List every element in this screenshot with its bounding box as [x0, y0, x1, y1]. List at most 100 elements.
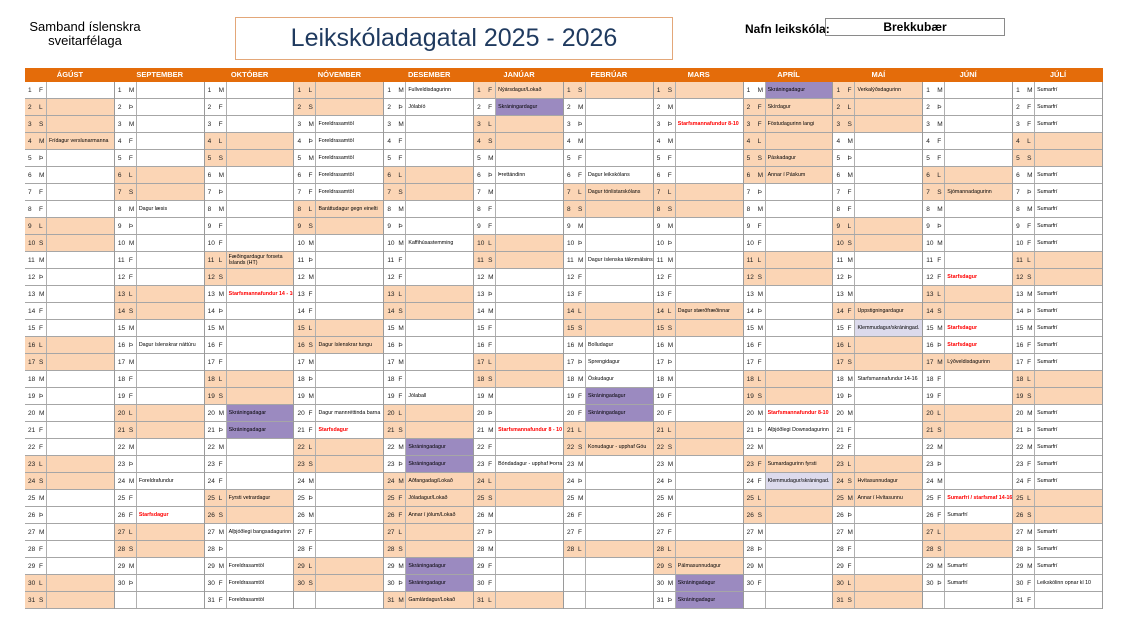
day-event-cell[interactable] [47, 388, 114, 404]
day-event-cell[interactable] [945, 388, 1012, 404]
day-event-cell[interactable] [945, 116, 1012, 132]
day-event-cell[interactable] [47, 201, 114, 217]
day-row[interactable]: 23 Þ [114, 456, 204, 473]
day-row[interactable]: 14 L Dagur stærðfræðinnar [653, 303, 743, 320]
day-event-cell[interactable]: Skírdagur [766, 99, 833, 115]
day-event-cell[interactable] [766, 286, 833, 302]
day-event-cell[interactable]: Starfsdagur [316, 422, 383, 438]
day-row[interactable]: 5 M Foreldrasamtöl [294, 150, 384, 167]
day-row[interactable]: 23 Þ [923, 456, 1013, 473]
day-row[interactable]: 3 Þ Starfsmannafundur 8-10 [653, 116, 743, 133]
day-row[interactable]: 4 M Frídagur verslunarmanna [25, 133, 114, 150]
day-event-cell[interactable]: Dagur íslenska táknmálsins [586, 252, 653, 268]
day-event-cell[interactable] [676, 439, 743, 455]
day-row[interactable]: 2 F Skráningardagur [474, 99, 563, 116]
day-event-cell[interactable] [137, 354, 204, 370]
day-row[interactable]: 1 F Nýársdagur/Lokað [474, 82, 563, 99]
day-event-cell[interactable] [47, 218, 114, 234]
day-event-cell[interactable] [855, 99, 922, 115]
day-row[interactable]: 30 Þ Sumarfrí [923, 575, 1013, 592]
day-row[interactable]: 21 S [114, 422, 204, 439]
day-row[interactable]: 25 M Annar í Hvítasunnu [833, 490, 923, 507]
day-row[interactable]: 25 L Fyrsti vetrardagur [204, 490, 294, 507]
day-event-cell[interactable] [227, 133, 294, 149]
day-event-cell[interactable] [676, 388, 743, 404]
day-event-cell[interactable] [676, 371, 743, 387]
day-row[interactable]: 25 M [25, 490, 114, 507]
day-event-cell[interactable] [586, 541, 653, 557]
day-event-cell[interactable] [406, 133, 473, 149]
day-event-cell[interactable] [945, 150, 1012, 166]
day-event-cell[interactable] [855, 286, 922, 302]
day-row[interactable]: 28 L [653, 541, 743, 558]
day-row[interactable]: 28 S [114, 541, 204, 558]
day-event-cell[interactable] [855, 252, 922, 268]
day-row[interactable]: 17 Þ [653, 354, 743, 371]
day-row[interactable]: 16 L [833, 337, 923, 354]
day-row[interactable]: 20 F Dagur mannréttinda barna [294, 405, 384, 422]
day-row[interactable]: 26 F [653, 507, 743, 524]
day-row[interactable]: 20 L [923, 405, 1013, 422]
day-event-cell[interactable]: Lýðveldisdagurinn [945, 354, 1012, 370]
day-row[interactable]: 18 L [204, 371, 294, 388]
day-row[interactable]: 6 Þ Þrettándinn [474, 167, 563, 184]
day-row[interactable]: 19 F Skráningadagur [563, 388, 653, 405]
day-row[interactable] [114, 592, 204, 609]
day-event-cell[interactable] [766, 201, 833, 217]
day-event-cell[interactable] [227, 184, 294, 200]
day-row[interactable]: 18 M Starfsmannafundur 14-16 [833, 371, 923, 388]
day-event-cell[interactable] [227, 99, 294, 115]
day-event-cell[interactable] [676, 150, 743, 166]
day-event-cell[interactable] [316, 541, 383, 557]
day-event-cell[interactable] [676, 99, 743, 115]
day-event-cell[interactable]: Sumarfrí [1035, 422, 1102, 438]
day-event-cell[interactable] [945, 456, 1012, 472]
day-event-cell[interactable]: Alþjóðlegi bangsadagurinn [227, 524, 294, 540]
day-event-cell[interactable] [227, 371, 294, 387]
day-event-cell[interactable] [47, 235, 114, 251]
day-row[interactable]: 14 F [294, 303, 384, 320]
day-row[interactable]: 10 Þ [563, 235, 653, 252]
day-row[interactable]: 14 S [114, 303, 204, 320]
day-row[interactable]: 7 Þ Sumarfrí [1013, 184, 1102, 201]
day-event-cell[interactable] [945, 133, 1012, 149]
day-row[interactable]: 16 S Dagur íslenskrar tungu [294, 337, 384, 354]
day-event-cell[interactable] [855, 269, 922, 285]
day-row[interactable]: 12 F Starfsdagur [923, 269, 1013, 286]
day-event-cell[interactable] [855, 218, 922, 234]
day-event-cell[interactable] [496, 320, 563, 336]
day-event-cell[interactable]: Kaffihúsastemming [406, 235, 473, 251]
day-row[interactable]: 20 M Skráningadagar [204, 405, 294, 422]
day-row[interactable]: 16 M [653, 337, 743, 354]
day-row[interactable]: 21 L [653, 422, 743, 439]
day-event-cell[interactable] [227, 235, 294, 251]
day-row[interactable]: 14 Þ [204, 303, 294, 320]
day-event-cell[interactable]: Sumarfrí [1035, 286, 1102, 302]
day-row[interactable]: 11 Þ [294, 252, 384, 269]
day-row[interactable]: 12 M [294, 269, 384, 286]
day-event-cell[interactable] [316, 303, 383, 319]
day-event-cell[interactable] [496, 116, 563, 132]
day-event-cell[interactable]: Hvítasunnudagur [855, 473, 922, 489]
day-event-cell[interactable] [137, 592, 204, 608]
day-event-cell[interactable] [406, 405, 473, 421]
day-row[interactable]: 28 S [923, 541, 1013, 558]
day-event-cell[interactable] [855, 422, 922, 438]
day-row[interactable]: 20 L [114, 405, 204, 422]
day-row[interactable]: 27 L [114, 524, 204, 541]
day-event-cell[interactable] [47, 303, 114, 319]
day-row[interactable]: 24 Þ [653, 473, 743, 490]
day-event-cell[interactable]: Skráningardagur [496, 99, 563, 115]
